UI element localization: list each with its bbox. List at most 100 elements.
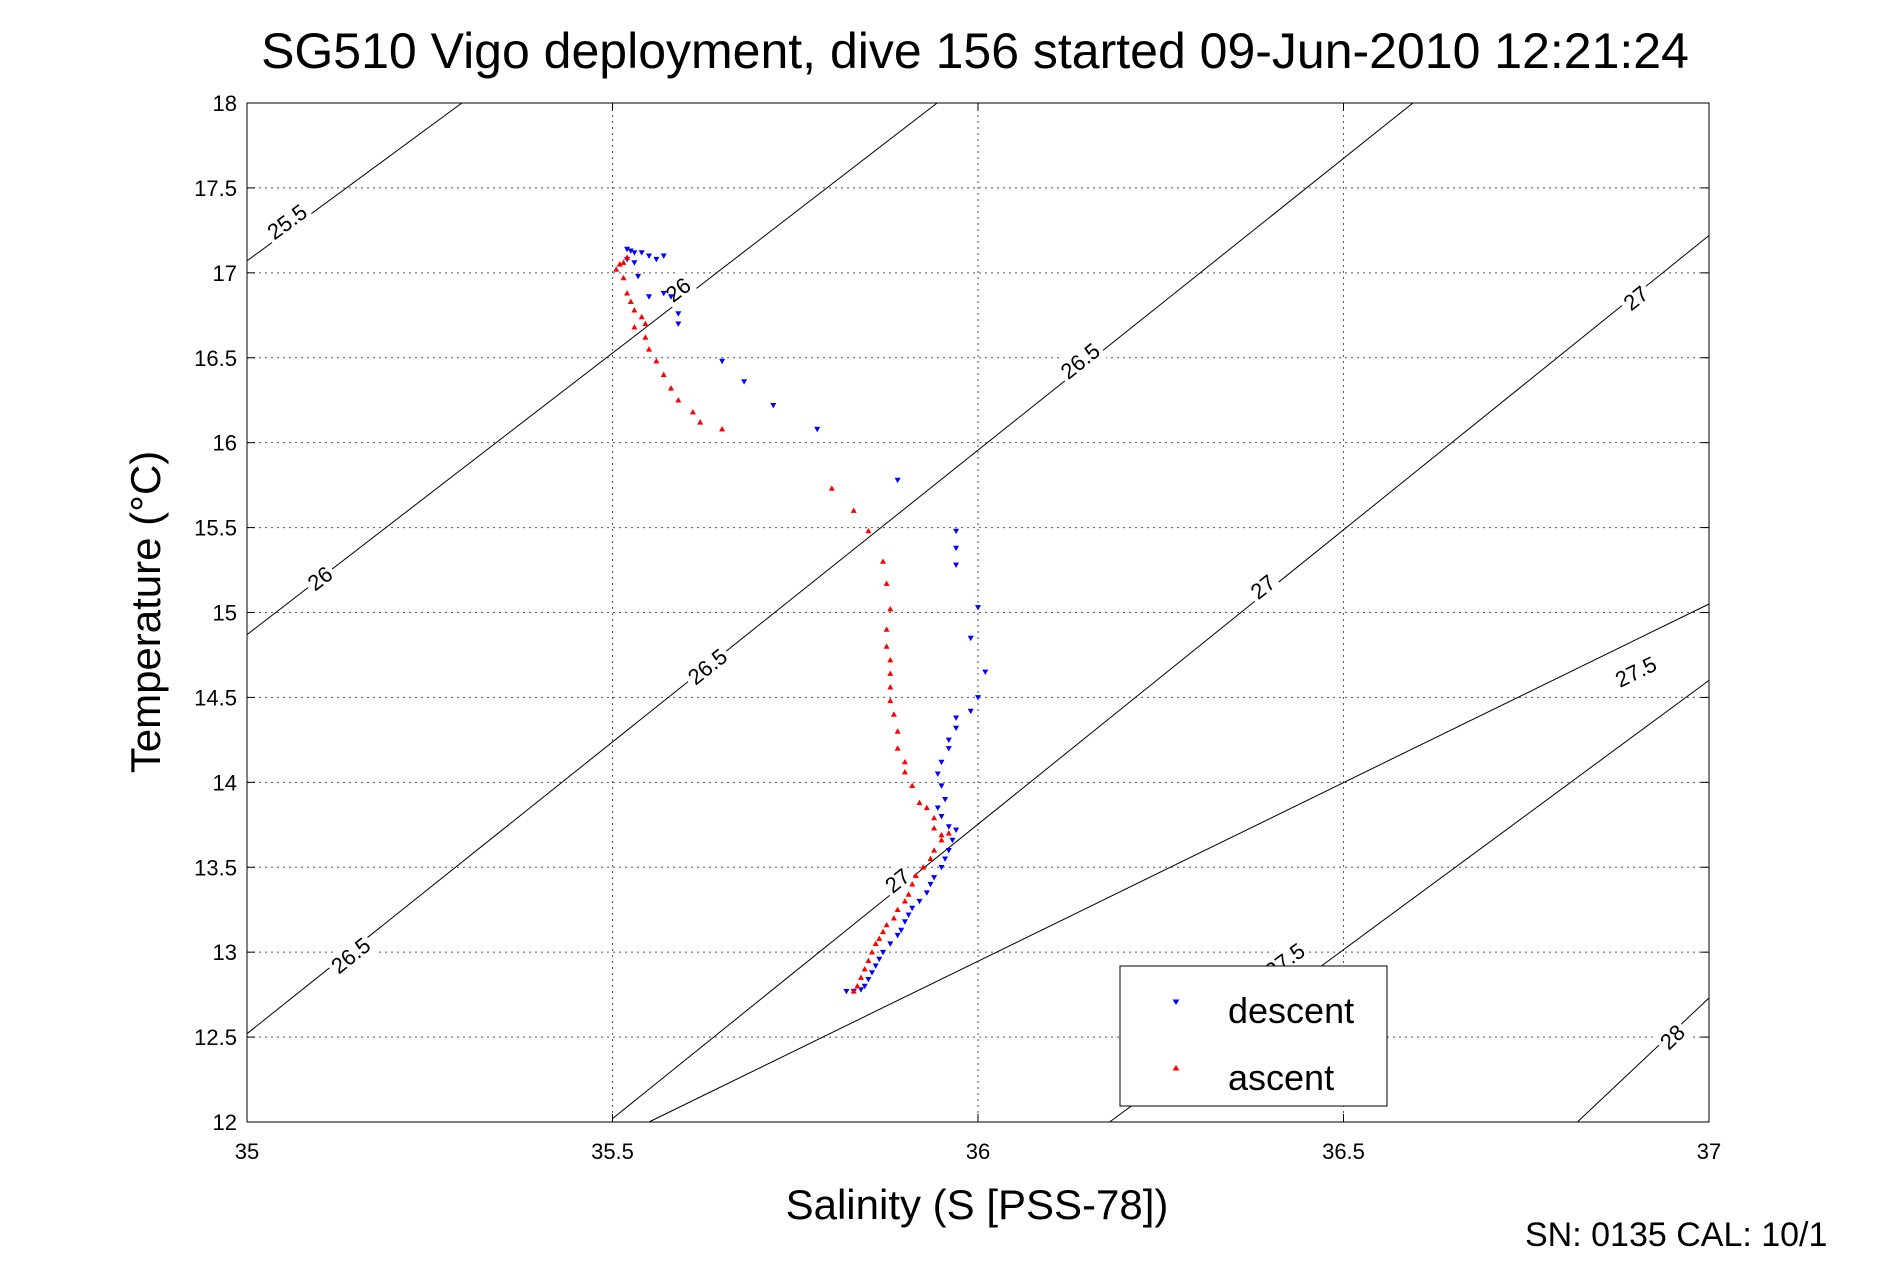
descent-point — [938, 759, 945, 766]
descent-point — [942, 797, 949, 803]
descent-point — [675, 311, 682, 317]
ascent-point — [850, 507, 857, 513]
descent-point — [974, 695, 982, 701]
descent-point — [631, 250, 638, 256]
descent-point — [898, 927, 905, 934]
descent-point — [635, 273, 642, 280]
ascent-point — [894, 906, 901, 912]
ascent-point — [883, 580, 890, 586]
ascent-point — [627, 298, 634, 304]
descent-point — [945, 848, 952, 854]
ascent-point — [890, 915, 897, 921]
ascent-point — [642, 334, 649, 340]
ascent-point — [828, 485, 835, 491]
ascent-point — [887, 697, 894, 704]
descent-point — [942, 856, 949, 862]
descent-point — [857, 987, 865, 993]
ascent-point — [620, 259, 627, 265]
descent-point — [967, 708, 974, 715]
descent-point — [931, 875, 938, 881]
descent-point — [887, 941, 894, 947]
descent-point — [945, 737, 952, 744]
y-tick-label: 14 — [213, 770, 237, 795]
descent-point — [894, 932, 901, 939]
ascent-point — [631, 307, 638, 313]
descent-point — [909, 905, 916, 912]
y-axis-label: Temperature (°C) — [122, 451, 169, 774]
ascent-point — [905, 891, 912, 897]
isopycnal-label-background — [1652, 1016, 1693, 1058]
descent-point — [660, 253, 667, 259]
ascent-point — [901, 768, 908, 775]
ascent-point — [931, 814, 938, 821]
sensor-calibration-note: SN: 0135 CAL: 10/1 — [1525, 1216, 1827, 1254]
isopycnal-label-background — [1242, 566, 1284, 608]
descent-point — [945, 746, 952, 752]
descent-point — [974, 605, 982, 611]
ascent-point — [912, 872, 919, 878]
y-tick-label: 16 — [213, 431, 237, 456]
descent-point — [945, 824, 952, 830]
ascent-point — [865, 957, 872, 963]
descent-point — [953, 725, 960, 732]
ascent-point — [697, 419, 704, 425]
ascent-point — [861, 965, 868, 972]
descent-point — [949, 837, 956, 844]
ascent-point — [901, 758, 908, 765]
descent-point — [923, 890, 930, 896]
descent-point — [631, 260, 638, 266]
ascent-point — [613, 266, 620, 272]
ascent-point — [927, 855, 934, 862]
ascent-point — [631, 324, 638, 330]
isopycnal-line — [612, 235, 1710, 1119]
y-tick-label: 17.5 — [194, 176, 237, 201]
y-tick-label: 16.5 — [194, 346, 237, 371]
legend: descent ascent — [1119, 965, 1388, 1107]
isopycnal-label-background — [657, 269, 699, 310]
y-tick-label: 12.5 — [194, 1025, 237, 1050]
ascent-point — [865, 527, 872, 534]
descent-point — [879, 949, 887, 956]
descent-point — [967, 635, 974, 642]
isopycnal-label-background — [1052, 335, 1108, 387]
descent-point — [660, 290, 667, 297]
isopycnal-line — [1577, 997, 1710, 1123]
ascent-point — [909, 881, 916, 887]
grid-layer — [247, 103, 1709, 1122]
descent-point — [645, 294, 653, 300]
ascent-point — [653, 357, 660, 364]
isopycnal-label-background — [1608, 649, 1664, 695]
descent-point — [938, 783, 945, 789]
ascent-point — [675, 397, 682, 403]
descent-point — [770, 403, 777, 409]
ascent-point — [857, 974, 865, 980]
y-tick-label: 17 — [213, 261, 237, 286]
x-tick-label: 36 — [966, 1139, 990, 1164]
isopycnal-line — [246, 102, 938, 635]
ascent-point — [909, 782, 916, 788]
isopycnal-line — [246, 102, 1414, 1035]
legend-box — [1119, 965, 1388, 1107]
descent-point — [953, 827, 960, 834]
descent-point — [865, 977, 872, 983]
descent-point — [934, 771, 941, 777]
y-tick-label: 13 — [213, 940, 237, 965]
x-tick-label: 35.5 — [591, 1139, 634, 1164]
x-tick-label: 35 — [235, 1139, 259, 1164]
ascent-point — [868, 949, 876, 955]
isopycnal-line — [648, 603, 1710, 1123]
x-tick-label: 36.5 — [1322, 1139, 1365, 1164]
descent-point — [638, 250, 645, 256]
descent-point — [953, 528, 960, 535]
descent-point — [719, 358, 726, 365]
descent-point — [927, 881, 934, 888]
descent-point — [667, 294, 675, 300]
descent-point — [741, 379, 748, 385]
descent-point — [982, 669, 989, 676]
descent-point — [872, 963, 879, 969]
ascent-point — [645, 346, 653, 352]
descent-point — [953, 562, 960, 569]
ascent-point — [667, 385, 675, 391]
legend-descent-marker — [1172, 999, 1180, 1005]
